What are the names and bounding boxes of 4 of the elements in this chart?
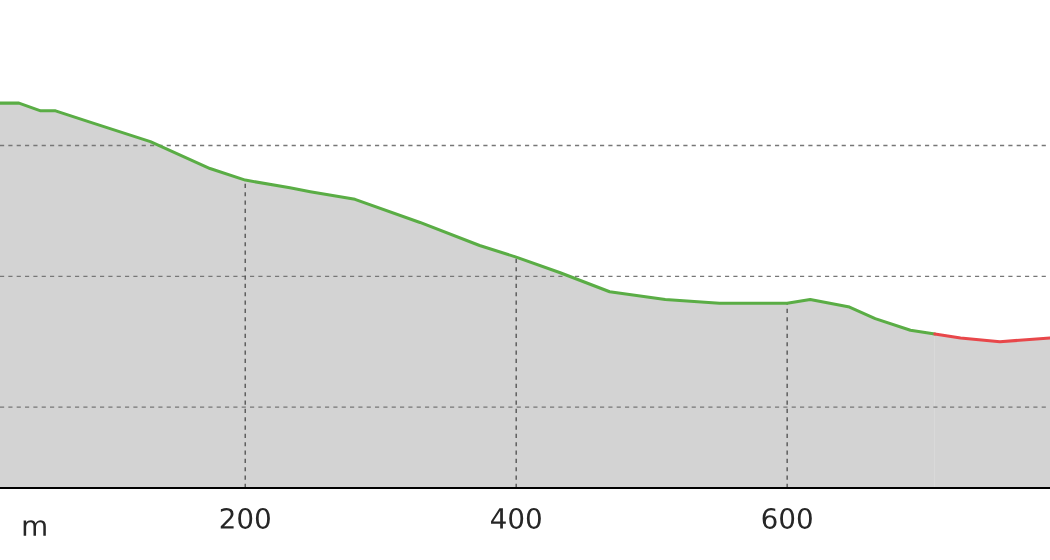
x-tick-label: 400 bbox=[491, 507, 541, 529]
x-tick-label: 200 bbox=[220, 507, 270, 529]
x-tick-label: 600 bbox=[762, 507, 812, 529]
x-axis-title: m bbox=[23, 520, 46, 536]
